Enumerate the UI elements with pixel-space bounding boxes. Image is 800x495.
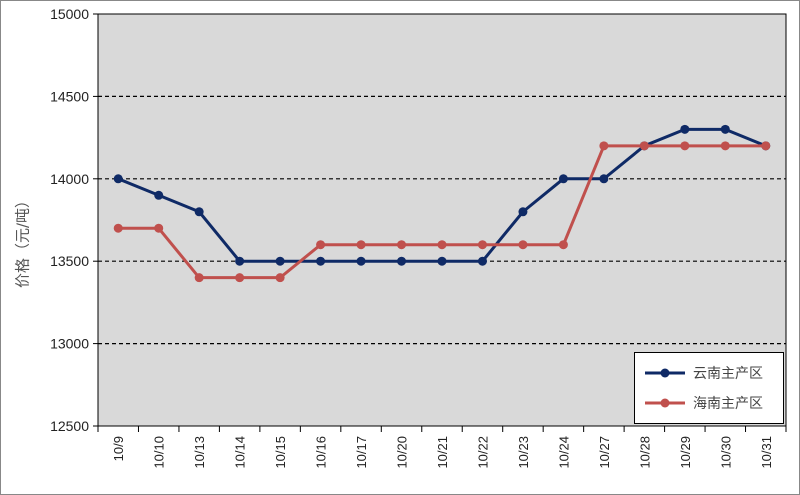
y-tick-label: 13000 [50,336,89,352]
data-point [680,141,690,151]
y-tick-label: 12500 [50,418,89,434]
data-point [154,190,164,200]
x-tick-label: 10/21 [435,436,450,469]
legend-marker-yunnan [645,368,685,378]
y-tick-label: 14000 [50,171,89,187]
y-tick-label: 13500 [50,253,89,269]
legend-marker-hainan [645,398,685,408]
legend-label: 云南主产区 [693,366,763,382]
data-point [397,256,407,266]
x-tick-label: 10/24 [556,436,571,469]
legend: 云南主产区 海南主产区 [634,352,784,424]
data-point [316,240,326,250]
data-point [558,240,568,250]
data-point [437,240,447,250]
data-point [599,174,609,184]
data-point [558,174,568,184]
data-point [599,141,609,151]
x-tick-label: 10/28 [637,436,652,469]
data-point [680,124,690,134]
x-tick-label: 10/22 [475,436,490,469]
x-tick-label: 10/15 [273,436,288,469]
data-point [113,223,123,233]
data-point [235,273,245,283]
x-tick-label: 10/20 [395,436,410,469]
legend-item-yunnan: 云南主产区 [643,363,763,383]
data-point [356,256,366,266]
data-point [275,256,285,266]
data-point [437,256,447,266]
x-tick-label: 10/9 [111,436,126,461]
x-tick-label: 10/14 [233,436,248,469]
data-point [477,256,487,266]
x-tick-label: 10/30 [718,436,733,469]
x-tick-label: 10/29 [678,436,693,469]
data-point [518,240,528,250]
data-point [356,240,366,250]
data-point [720,124,730,134]
x-tick-label: 10/13 [192,436,207,469]
data-point [477,240,487,250]
data-point [154,223,164,233]
data-point [316,256,326,266]
x-tick-label: 10/23 [516,436,531,469]
data-point [397,240,407,250]
y-tick-label: 14500 [50,88,89,104]
x-tick-label: 10/16 [314,436,329,469]
x-tick-label: 10/17 [354,436,369,469]
x-tick-label: 10/31 [759,436,774,469]
y-axis-label: 价格（元/吨） [13,192,32,289]
data-point [518,207,528,217]
data-point [194,273,204,283]
data-point [235,256,245,266]
data-point [194,207,204,217]
x-tick-label: 10/10 [152,436,167,469]
legend-item-hainan: 海南主产区 [643,393,763,413]
legend-label: 海南主产区 [693,396,763,412]
x-tick-label: 10/27 [597,436,612,469]
data-point [639,141,649,151]
data-point [113,174,123,184]
data-point [275,273,285,283]
data-point [720,141,730,151]
data-point [761,141,771,151]
y-tick-label: 15000 [50,6,89,22]
